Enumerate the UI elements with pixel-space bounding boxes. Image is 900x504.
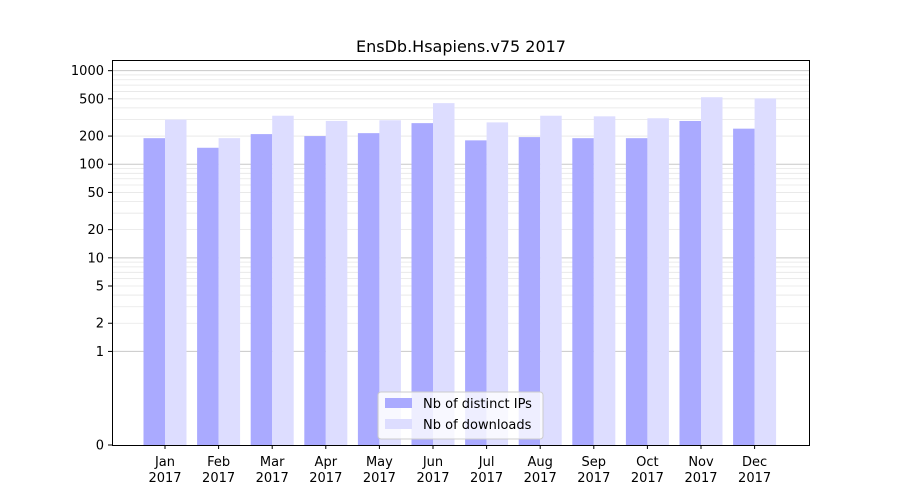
x-tick-label-month: Mar (260, 455, 285, 470)
y-tick-label: 10 (87, 251, 104, 266)
bar-downloads (272, 115, 294, 445)
y-tick-label: 1 (96, 345, 104, 360)
bar-distinct-ips (465, 140, 487, 445)
x-tick-label-month: Feb (207, 455, 230, 470)
x-tick-label-month: May (366, 455, 393, 470)
y-tick-label: 100 (79, 158, 104, 173)
x-tick-label-year: 2017 (577, 471, 610, 486)
x-tick-label-year: 2017 (524, 471, 557, 486)
x-tick-label-year: 2017 (363, 471, 396, 486)
bar-downloads (165, 119, 187, 446)
x-tick-label-year: 2017 (738, 471, 771, 486)
bar-distinct-ips (679, 120, 701, 445)
legend-label: Nb of distinct IPs (423, 397, 532, 412)
bar-downloads (647, 118, 669, 445)
x-tick-label-month: Jan (154, 455, 175, 470)
bar-downloads (433, 103, 455, 445)
bar-distinct-ips (143, 138, 165, 446)
bar-distinct-ips (250, 134, 273, 446)
bar-downloads (593, 116, 616, 445)
x-tick-label-year: 2017 (309, 471, 342, 486)
y-tick-label: 0 (96, 439, 104, 454)
x-tick-label-month: Dec (742, 455, 767, 470)
chart-title: EnsDb.Hsapiens.v75 2017 (356, 37, 566, 56)
legend-box (377, 391, 544, 440)
legend-swatch (385, 398, 412, 408)
bar-distinct-ips (518, 137, 541, 445)
x-tick-label-year: 2017 (416, 471, 449, 486)
bar-distinct-ips (625, 138, 648, 446)
bar-downloads (218, 138, 241, 446)
bar-distinct-ips (411, 123, 433, 446)
legend: Nb of distinct IPs Nb of downloads (377, 391, 544, 440)
bar-downloads (540, 115, 562, 445)
bar-downloads (486, 122, 509, 445)
bar-downloads (325, 120, 348, 445)
x-tick-label-month: Oct (636, 455, 658, 470)
bar-distinct-ips (304, 136, 326, 446)
bar-downloads (379, 120, 401, 445)
x-tick-label-year: 2017 (148, 471, 181, 486)
bar-distinct-ips (572, 138, 594, 446)
x-tick-label-month: Apr (315, 455, 338, 470)
y-tick-label: 1000 (71, 64, 104, 79)
bars (143, 97, 777, 446)
x-tick-label-year: 2017 (684, 471, 717, 486)
x-tick-label-month: Jul (478, 455, 495, 470)
x-axis: Jan2017Feb2017Mar2017Apr2017May2017Jun20… (148, 445, 771, 486)
x-tick-label-year: 2017 (631, 471, 664, 486)
x-tick-label-year: 2017 (202, 471, 235, 486)
y-tick-label: 20 (87, 223, 104, 238)
x-tick-label-month: Sep (582, 455, 607, 470)
y-tick-label: 5 (96, 280, 104, 295)
bar-distinct-ips (197, 147, 219, 445)
y-tick-label: 50 (87, 186, 104, 201)
y-tick-label: 200 (79, 130, 104, 145)
bar-downloads (754, 98, 777, 445)
x-tick-label-year: 2017 (256, 471, 289, 486)
y-tick-label: 500 (79, 92, 104, 107)
bar-distinct-ips (733, 128, 755, 445)
y-axis: 0 1 2 5 10 20 50 100 200 500 1000 (71, 64, 112, 454)
x-tick-label-year: 2017 (470, 471, 503, 486)
x-tick-label-month: Aug (528, 455, 553, 470)
bar-downloads (701, 97, 723, 445)
x-tick-label-month: Nov (688, 455, 714, 470)
legend-swatch (385, 419, 412, 429)
plot-frame (112, 60, 810, 446)
y-tick-label: 2 (96, 317, 104, 332)
legend-label: Nb of downloads (423, 418, 532, 433)
x-tick-label-month: Jun (422, 455, 443, 470)
bar-distinct-ips (357, 133, 380, 446)
